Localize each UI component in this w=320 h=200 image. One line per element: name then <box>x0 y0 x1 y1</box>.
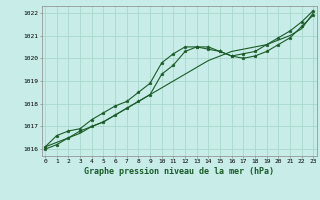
X-axis label: Graphe pression niveau de la mer (hPa): Graphe pression niveau de la mer (hPa) <box>84 167 274 176</box>
